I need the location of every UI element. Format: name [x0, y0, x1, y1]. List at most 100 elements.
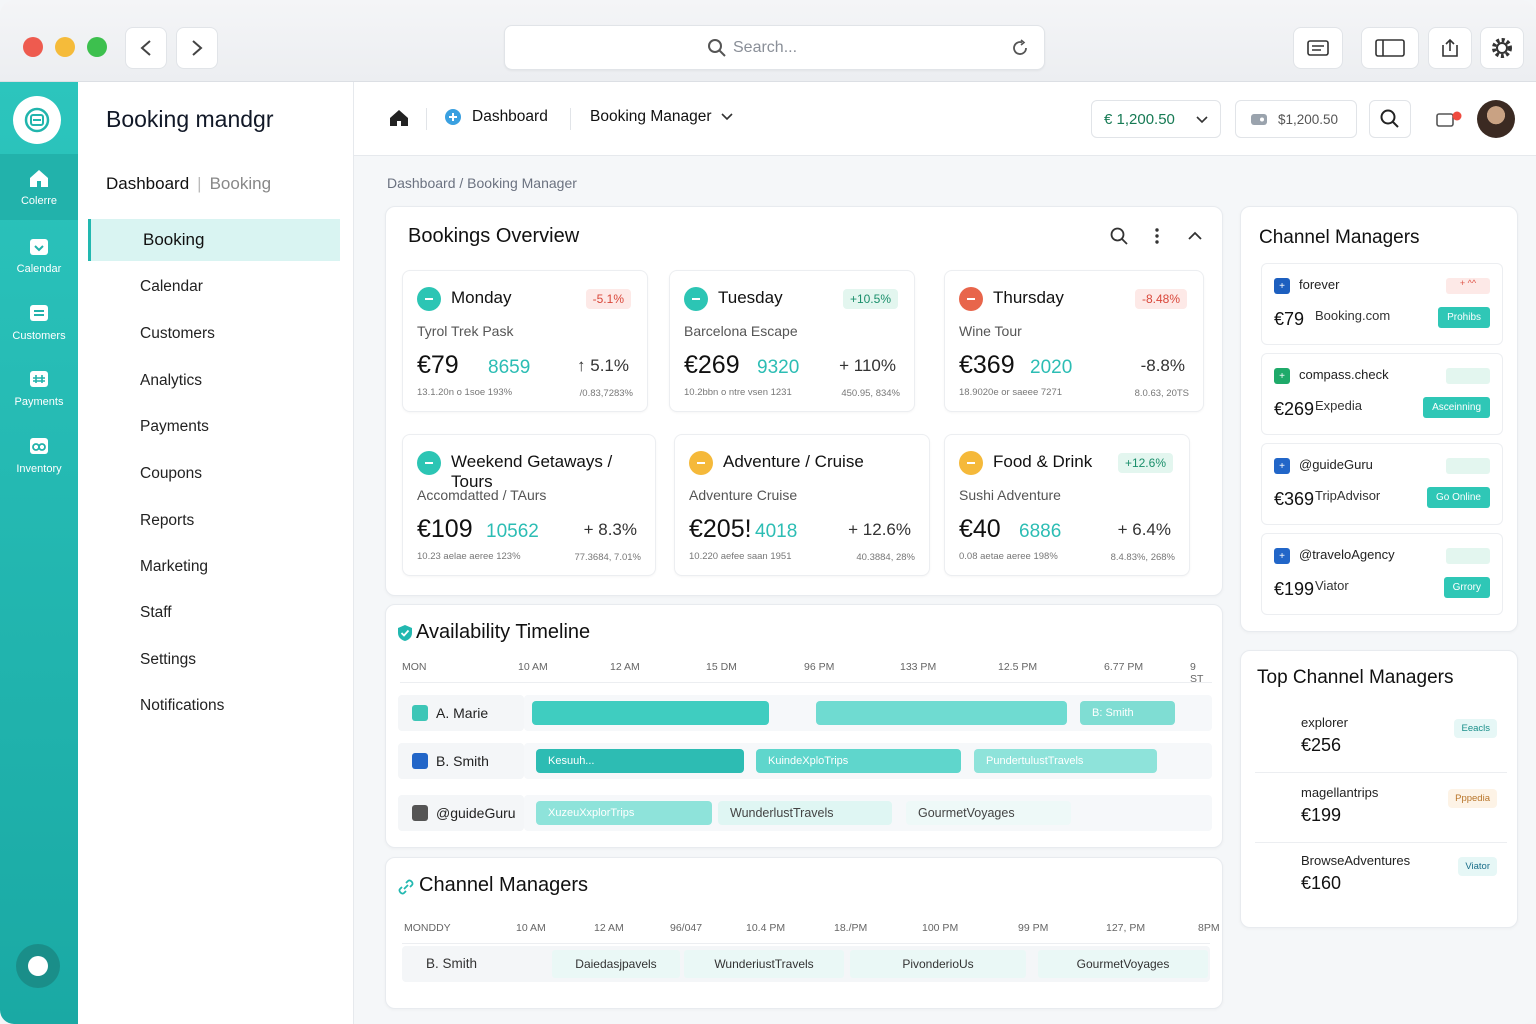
customers-icon [30, 305, 48, 321]
channel-bar[interactable]: GourmetVoyages [1038, 950, 1208, 978]
sidebar-item-calendar[interactable]: Calendar [88, 266, 340, 308]
top-channel-item[interactable]: BrowseAdventures €160 Viator [1255, 841, 1507, 911]
booking-day-card[interactable]: Weekend Getaways / Tours Accomdatted / TA… [402, 434, 656, 576]
booking-bar-label: WunderlustTravels [730, 806, 834, 820]
row-name: A. Marie [436, 705, 489, 721]
day-name: Monday [451, 288, 512, 307]
channel-row-name: B. Smith [426, 956, 478, 971]
sidebar-item-analytics[interactable]: Analytics [88, 360, 340, 402]
forward-button[interactable] [176, 27, 218, 69]
sidebar-item-booking[interactable]: Booking [88, 219, 340, 261]
chevron-up-icon[interactable] [1186, 227, 1204, 245]
reader-button[interactable] [1293, 27, 1343, 69]
maximize-window-button[interactable] [87, 37, 107, 57]
booking-bar[interactable]: KuindeXploTrips [756, 749, 961, 773]
sidebar-item-marketing[interactable]: Marketing [88, 546, 340, 588]
day-change: -8.8% [1140, 356, 1185, 375]
search-icon[interactable] [1110, 227, 1128, 245]
sidebar-item-settings[interactable]: Settings [88, 639, 340, 681]
booking-day-card[interactable]: Food & Drink +12.6% Sushi Adventure €40 6886… [944, 434, 1190, 576]
tab-dashboard[interactable]: Dashboard [444, 108, 548, 126]
crumb-dashboard[interactable]: Dashboard [106, 174, 190, 193]
booking-bar[interactable] [532, 701, 769, 725]
channel-bar-label: PivonderioUs [902, 957, 974, 971]
booking-bar[interactable]: XuzeuXxplorTrips [536, 801, 712, 825]
channel-manager-item[interactable]: + compass.check €269 Expedia Asceinning [1261, 353, 1503, 435]
sidebar-item-label: Notifications [140, 697, 225, 714]
close-window-button[interactable] [23, 37, 43, 57]
channel-action-button[interactable]: Prohibs [1438, 307, 1490, 328]
channel-manager-item[interactable]: + forever + ^^ €79 Booking.com Prohibs [1261, 263, 1503, 345]
booking-day-card[interactable]: Adventure / Cruise Adventure Cruise €205! 4… [674, 434, 930, 576]
channel-bar[interactable]: Daiedasjpavels [552, 950, 680, 978]
booking-bar[interactable]: WunderlustTravels [718, 801, 892, 825]
channel-managers-title: Channel Managers [1259, 227, 1420, 248]
search-bar[interactable]: Search... [504, 25, 1045, 70]
top-channel-managers-card: Top Channel Managers explorer €256 Eeacls m… [1240, 650, 1518, 928]
booking-bar[interactable]: Kesuuh... [536, 749, 744, 773]
balance-usd-pill[interactable]: $1,200.50 [1235, 100, 1357, 138]
booking-bar[interactable]: PundertulustTravels [974, 749, 1157, 773]
sidebar-toggle-button[interactable] [1361, 27, 1419, 69]
sidebar-item-customers[interactable]: Customers [88, 313, 340, 355]
user-avatar[interactable] [1477, 100, 1515, 138]
app-logo[interactable] [13, 96, 61, 144]
settings-button[interactable] [1480, 27, 1524, 69]
marketing-icon [108, 557, 128, 577]
day-footnote: 13.1.20n o 1soe 193% [417, 387, 513, 398]
back-button[interactable] [125, 27, 167, 69]
day-change: + 12.6% [848, 520, 911, 539]
booking-bar[interactable] [816, 701, 1067, 725]
booking-day-card[interactable]: Tuesday +10.5% Barcelona Escape €269 9320 + 1… [669, 270, 915, 412]
channel-action-button[interactable]: Asceinning [1423, 397, 1490, 418]
channel-action-button[interactable]: Grrory [1443, 577, 1490, 598]
rail-item-customers[interactable]: Customers [0, 289, 78, 355]
search-placeholder: Search... [733, 39, 798, 56]
channel-bar[interactable]: WunderiustTravels [684, 950, 844, 978]
rail-item-home[interactable]: Colerre [0, 154, 78, 220]
staff-icon [108, 603, 128, 623]
booking-day-card[interactable]: Monday -5.1% Tyrol Trek Pask €79 8659 ↑ 5.1% 1… [402, 270, 648, 412]
sidebar-item-label: Coupons [140, 465, 203, 482]
day-footnote-right: 40.3884, 28% [856, 552, 915, 563]
crumb-booking[interactable]: Booking [209, 174, 272, 193]
booking-bar[interactable]: GourmetVoyages [906, 801, 1071, 825]
sidebar-item-reports[interactable]: Reports [88, 500, 340, 542]
tab-booking-manager[interactable]: Booking Manager [590, 108, 733, 126]
timeline-tick: 10 AM [518, 661, 548, 673]
trend-badge: +12.6% [1117, 453, 1173, 473]
rail-item-payments[interactable]: Payments [0, 355, 78, 421]
reload-icon[interactable] [1010, 38, 1030, 58]
sidebar-item-notifications[interactable]: Notifications [88, 685, 340, 727]
channel-bar[interactable]: PivonderioUs [850, 950, 1026, 978]
currency-selector[interactable]: € 1,200.50 [1091, 100, 1221, 138]
share-button[interactable] [1428, 27, 1472, 69]
top-channel-item[interactable]: magellantrips €199 Pppedia [1255, 773, 1507, 843]
channel-manager-item[interactable]: + @traveloAgency €199 Viator Grrory [1261, 533, 1503, 615]
minimize-window-button[interactable] [55, 37, 75, 57]
title-bar: Search... [0, 0, 1536, 82]
timeline-row: B. Smith Kesuuh... KuindeXploTrips Pundertu… [398, 743, 1212, 779]
chat-icon[interactable] [1436, 110, 1462, 130]
search-icon [1380, 109, 1399, 128]
overview-actions [1110, 227, 1204, 245]
channel-bar-label: Daiedasjpavels [575, 957, 657, 971]
page-breadcrumb: Dashboard / Booking Manager [387, 175, 577, 191]
rail-item-inventory[interactable]: Inventory [0, 422, 78, 488]
sidebar-item-staff[interactable]: Staff [88, 592, 340, 634]
more-icon[interactable] [1148, 227, 1166, 245]
profile-toggle[interactable] [16, 944, 60, 988]
channel-manager-item[interactable]: + @guideGuru €369 TripAdvisor Go Online [1261, 443, 1503, 525]
home-icon[interactable] [389, 109, 409, 127]
channel-action-button[interactable]: Go Online [1426, 487, 1490, 508]
top-channel-item[interactable]: explorer €256 Eeacls [1255, 703, 1507, 773]
booking-day-card[interactable]: Thursday -8.48% Wine Tour €369 2020 -8.8% 18.9… [944, 270, 1204, 412]
header-search-button[interactable] [1369, 100, 1411, 138]
sidebar-item-payments[interactable]: Payments [88, 406, 340, 448]
channel-icon: + [1274, 458, 1290, 474]
rail-item-calendar[interactable]: Calendar [0, 222, 78, 288]
booking-bar[interactable]: B: Smith [1080, 701, 1175, 725]
balance-eur: € 1,200.50 [1104, 110, 1175, 128]
channel-brand-icon [1269, 855, 1291, 877]
sidebar-item-coupons[interactable]: Coupons [88, 453, 340, 495]
